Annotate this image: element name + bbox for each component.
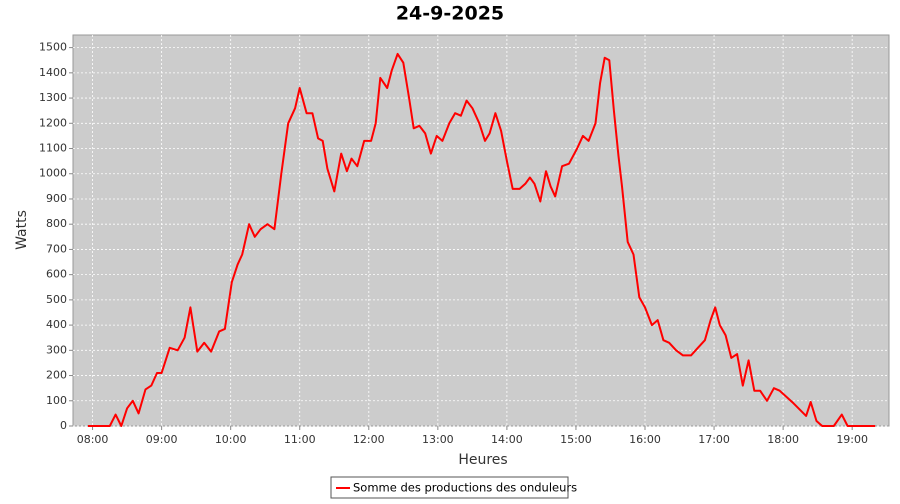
y-tick-label: 1400 <box>39 66 67 79</box>
y-tick-label: 600 <box>46 268 67 281</box>
y-axis-label: Watts <box>14 210 30 250</box>
x-tick-label: 08:00 <box>77 433 109 446</box>
plot-area <box>72 34 890 427</box>
y-tick-label: 1200 <box>39 116 67 129</box>
x-tick-label: 15:00 <box>560 433 592 446</box>
y-tick-label: 1000 <box>39 167 67 180</box>
y-tick-label: 400 <box>46 318 67 331</box>
legend-label: Somme des productions des onduleurs <box>353 481 577 495</box>
x-tick-label: 09:00 <box>146 433 178 446</box>
y-tick-label: 200 <box>46 369 67 382</box>
x-tick-label: 17:00 <box>698 433 730 446</box>
x-tick-label: 10:00 <box>215 433 247 446</box>
y-tick-label: 0 <box>60 419 67 432</box>
x-tick-label: 14:00 <box>491 433 523 446</box>
y-tick-label: 100 <box>46 394 67 407</box>
y-tick-label: 500 <box>46 293 67 306</box>
x-tick-label: 11:00 <box>284 433 316 446</box>
y-tick-label: 700 <box>46 242 67 255</box>
y-tick-label: 1500 <box>39 41 67 54</box>
y-tick-label: 1100 <box>39 142 67 155</box>
x-tick-label: 13:00 <box>422 433 454 446</box>
y-tick-label: 1300 <box>39 91 67 104</box>
x-tick-label: 16:00 <box>629 433 661 446</box>
x-tick-label: 18:00 <box>767 433 799 446</box>
x-axis-label: Heures <box>458 452 507 468</box>
y-tick-label: 900 <box>46 192 67 205</box>
legend <box>330 476 569 499</box>
y-tick-label: 800 <box>46 217 67 230</box>
x-tick-label: 19:00 <box>836 433 868 446</box>
chart-title: 24-9-2025 <box>396 3 504 25</box>
data-line <box>88 52 876 427</box>
x-tick-label: 12:00 <box>353 433 385 446</box>
y-tick-label: 300 <box>46 343 67 356</box>
